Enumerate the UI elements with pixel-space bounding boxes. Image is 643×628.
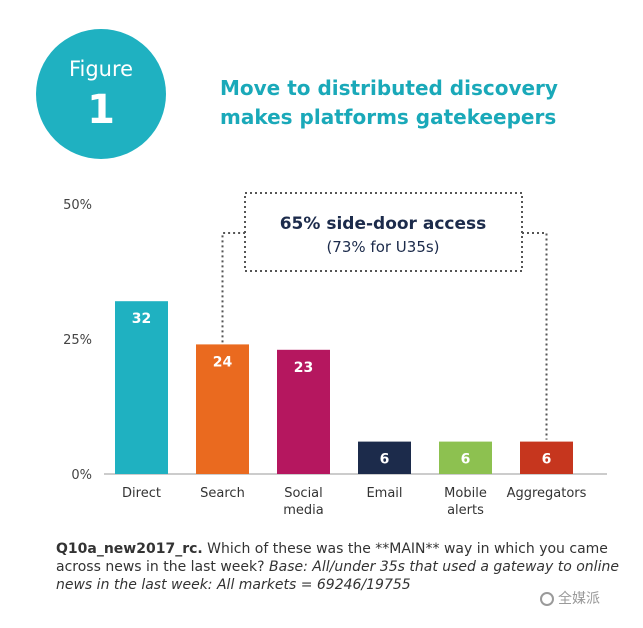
y-tick-label: 50% (63, 198, 92, 213)
callout-box (244, 192, 523, 272)
watermark: 全媒派 (540, 588, 600, 608)
category-label: Search (200, 486, 245, 501)
figure-badge: Figure 1 (36, 29, 166, 159)
bar (196, 344, 249, 474)
y-tick-label: 25% (63, 333, 92, 348)
watermark-text: 全媒派 (558, 591, 600, 607)
bar-value-label: 24 (213, 354, 233, 370)
connector-left (221, 232, 245, 343)
chart-title: Move to distributed discovery makes plat… (220, 74, 620, 132)
category-label: Mobile (444, 486, 487, 501)
y-tick-label: 0% (71, 468, 92, 483)
question-id: Q10a_new2017_rc. (56, 541, 203, 557)
callout-line-2: (73% for U35s) (326, 238, 439, 256)
category-label: alerts (447, 503, 484, 518)
chart-title-line-1: Move to distributed discovery (220, 76, 558, 100)
chart-title-line-2: makes platforms gatekeepers (220, 105, 557, 129)
category-label: Email (366, 486, 402, 501)
bar (277, 349, 330, 474)
category-label: Social (284, 486, 323, 501)
connector-right (522, 232, 548, 440)
wechat-icon (540, 592, 554, 606)
figure-number: 1 (87, 87, 115, 133)
footnote: Q10a_new2017_rc. Which of these was the … (56, 540, 631, 594)
base-text: Base: All/under 35s that used a gateway … (56, 559, 619, 593)
bar (520, 441, 573, 474)
bar (115, 301, 168, 474)
bar-value-label: 6 (542, 452, 552, 468)
bar-value-label: 6 (461, 452, 471, 468)
callout-line-1: 65% side-door access (280, 214, 487, 234)
bar (439, 441, 492, 474)
bar-value-label: 32 (132, 311, 151, 327)
category-label: Direct (122, 486, 161, 501)
category-label: Aggregators (507, 486, 587, 501)
bar (358, 441, 411, 474)
bar-value-label: 23 (294, 360, 313, 376)
question-text: Which of these was the **MAIN** way in w… (56, 541, 608, 575)
bar-value-label: 6 (380, 452, 390, 468)
figure-label: Figure (68, 57, 134, 81)
category-label: media (283, 503, 324, 518)
